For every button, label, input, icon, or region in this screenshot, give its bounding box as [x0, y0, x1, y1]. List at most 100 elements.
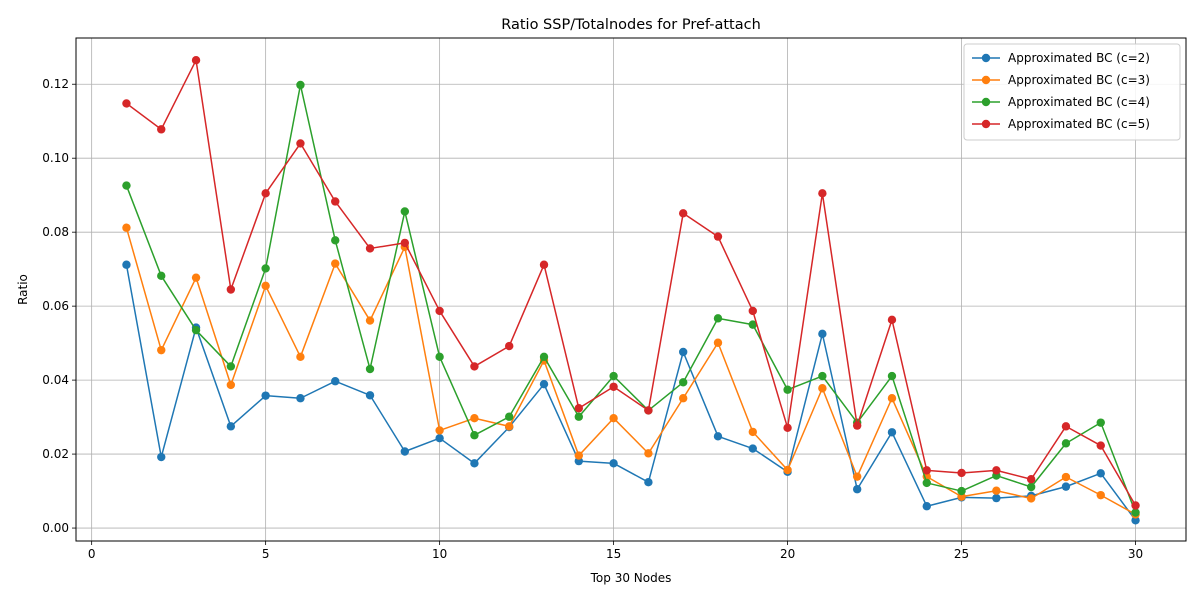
legend-marker — [981, 53, 991, 63]
data-point — [122, 260, 131, 269]
legend-box — [963, 43, 1181, 141]
series-line — [125, 84, 1137, 513]
data-point — [818, 371, 827, 381]
data-point — [1096, 441, 1105, 450]
series-4 — [122, 55, 1140, 510]
data-point — [191, 325, 201, 335]
data-point — [783, 385, 792, 394]
y-tick-label: 0.08 — [42, 225, 69, 239]
axis-ticks: 0 5 10 15 20 25 30 0.00 0.02 0.04 0.06 0.08 0.10 0.12 — [42, 77, 1143, 561]
data-point — [296, 352, 305, 362]
grid-lines — [76, 38, 1186, 541]
data-point — [678, 209, 688, 218]
data-point — [1131, 501, 1140, 510]
data-point — [644, 477, 653, 487]
data-point — [122, 99, 131, 108]
data-point — [435, 426, 444, 435]
data-point — [226, 422, 236, 431]
data-point — [505, 341, 514, 351]
data-point — [331, 259, 340, 268]
data-point — [157, 345, 166, 355]
data-point — [783, 465, 792, 475]
data-point — [922, 478, 931, 488]
data-point — [470, 362, 479, 371]
y-tick-label: 0.02 — [42, 447, 69, 461]
data-point — [226, 362, 236, 371]
legend-label: Approximated BC (c=4) — [1008, 95, 1150, 109]
data-point — [818, 329, 827, 339]
data-point — [1096, 490, 1105, 500]
data-point — [748, 320, 757, 329]
data-point — [191, 55, 201, 65]
data-point — [400, 447, 410, 456]
data-point — [748, 306, 757, 316]
data-point — [226, 380, 236, 390]
data-point — [261, 281, 270, 291]
legend-label: Approximated BC (c=5) — [1008, 117, 1150, 131]
data-point — [1061, 482, 1071, 491]
legend-item: Approximated BC (c=4) — [972, 95, 1150, 109]
data-point — [957, 486, 966, 496]
data-point — [435, 306, 444, 316]
data-point — [365, 391, 375, 400]
data-point — [539, 352, 549, 362]
data-point — [609, 371, 618, 381]
x-tick-label: 0 — [88, 547, 96, 561]
series-2 — [122, 223, 1140, 519]
data-point — [1026, 475, 1036, 484]
data-point — [957, 468, 966, 478]
data-point — [539, 260, 549, 269]
data-point — [400, 207, 410, 216]
data-point — [505, 422, 514, 431]
data-point — [713, 232, 723, 241]
data-point — [1096, 469, 1105, 478]
data-point — [296, 394, 305, 403]
data-point — [122, 223, 131, 232]
data-point — [713, 432, 723, 441]
y-tick-label: 0.10 — [42, 151, 69, 165]
data-point — [505, 412, 514, 421]
x-tick-label: 30 — [1128, 547, 1143, 561]
legend-item: Approximated BC (c=5) — [972, 117, 1150, 131]
data-point — [470, 431, 479, 440]
y-tick-label: 0.06 — [42, 299, 69, 313]
data-point — [609, 459, 618, 468]
data-point — [226, 285, 236, 294]
data-point — [261, 391, 270, 400]
data-point — [713, 338, 723, 347]
data-point — [435, 352, 444, 362]
y-tick-label: 0.00 — [42, 521, 69, 535]
data-point — [1131, 516, 1140, 525]
data-point — [748, 427, 757, 437]
data-point — [609, 382, 618, 391]
legend-item: Approximated BC (c=2) — [972, 51, 1150, 65]
data-point — [992, 466, 1001, 475]
plot-frame — [75, 37, 1187, 542]
series-line — [125, 227, 1136, 516]
legend-marker — [981, 75, 991, 85]
data-point — [261, 189, 270, 198]
data-point — [1026, 494, 1036, 503]
data-point — [157, 271, 166, 281]
data-point — [574, 451, 584, 460]
data-point — [644, 449, 653, 458]
series-line — [125, 264, 1137, 521]
data-point — [435, 433, 444, 443]
legend-item: Approximated BC (c=3) — [972, 73, 1150, 87]
data-point — [713, 314, 723, 323]
data-point — [400, 238, 410, 248]
data-point — [748, 444, 757, 453]
data-point — [1061, 439, 1071, 448]
x-tick-label: 20 — [780, 547, 795, 561]
data-point — [365, 364, 375, 374]
data-point — [331, 236, 340, 245]
series-lines — [122, 55, 1140, 525]
x-axis-label: Top 30 Nodes — [590, 571, 672, 585]
data-point — [992, 493, 1001, 503]
data-point — [296, 80, 305, 90]
data-point — [365, 316, 375, 325]
data-point — [1131, 508, 1140, 517]
data-point — [922, 502, 931, 511]
